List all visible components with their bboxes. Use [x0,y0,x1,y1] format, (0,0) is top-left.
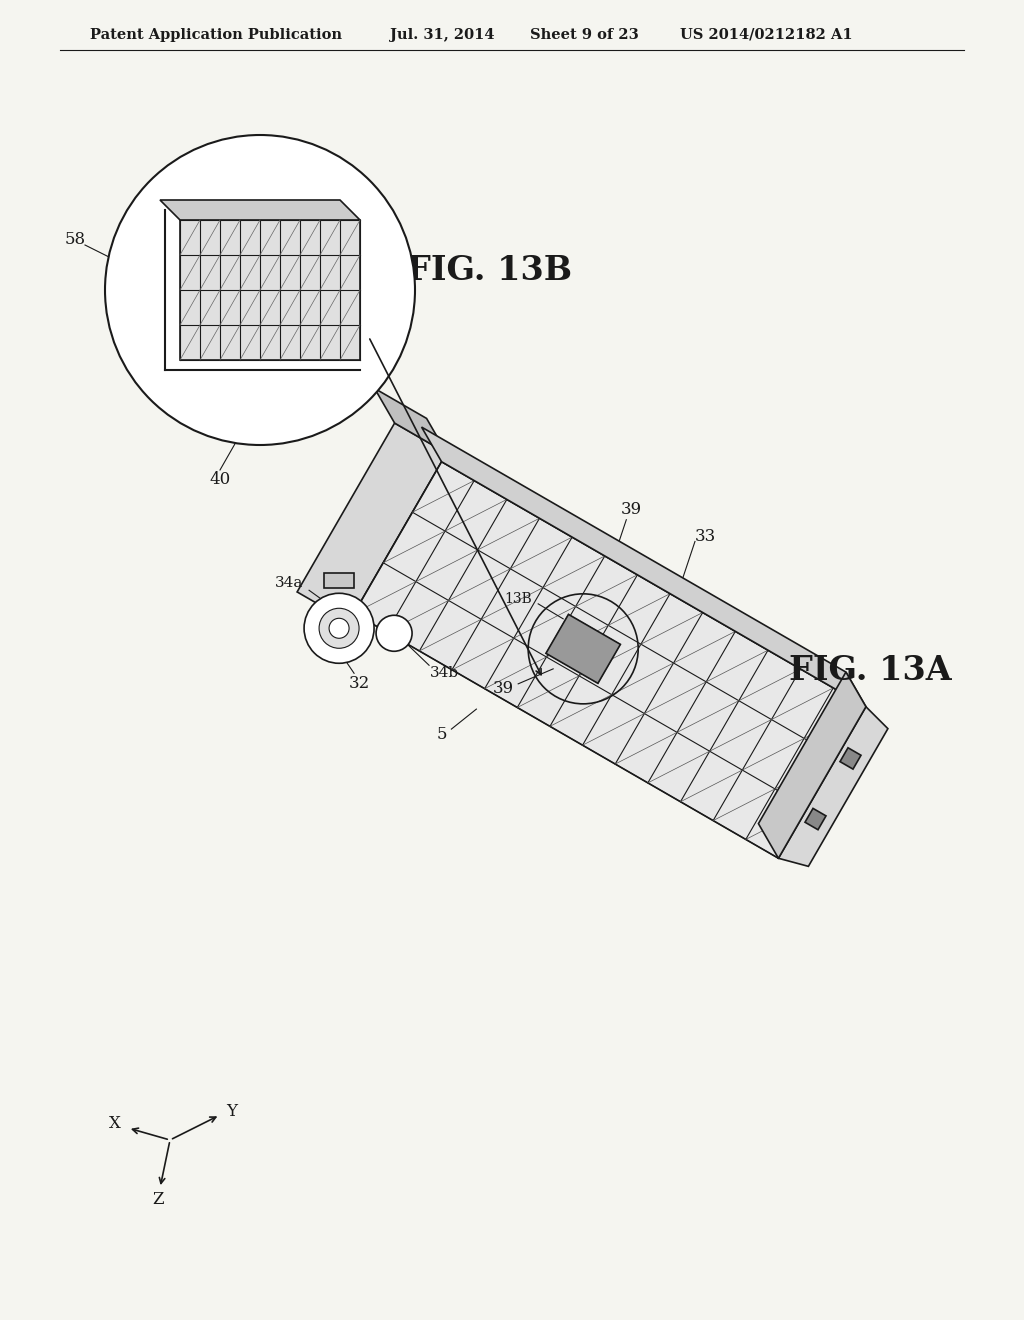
Polygon shape [180,220,360,360]
Polygon shape [840,747,861,770]
Text: 39: 39 [493,680,514,697]
Text: 32: 32 [348,675,370,692]
Polygon shape [160,201,360,220]
Text: Jul. 31, 2014: Jul. 31, 2014 [390,28,495,42]
Polygon shape [422,428,866,706]
Polygon shape [375,388,446,453]
Polygon shape [297,424,446,622]
Circle shape [105,135,415,445]
Circle shape [304,593,374,663]
Circle shape [329,618,349,639]
Text: Z: Z [153,1192,164,1209]
Text: 34b: 34b [429,667,459,680]
Text: 58: 58 [65,231,86,248]
Text: Sheet 9 of 23: Sheet 9 of 23 [530,28,639,42]
Text: FIG. 13A: FIG. 13A [788,653,951,686]
Text: 5: 5 [436,726,446,743]
Text: 40: 40 [209,471,230,488]
Text: 39: 39 [621,502,642,519]
Text: 33: 33 [694,528,716,545]
Polygon shape [354,462,866,858]
Circle shape [376,615,412,651]
Polygon shape [546,614,621,684]
Text: X: X [110,1115,121,1133]
Text: 13B: 13B [504,591,532,606]
Polygon shape [324,573,354,589]
Text: Patent Application Publication: Patent Application Publication [90,28,342,42]
Text: Y: Y [226,1104,238,1121]
Polygon shape [778,706,888,866]
Polygon shape [759,672,866,858]
Text: FIG. 13B: FIG. 13B [408,253,572,286]
Circle shape [319,609,359,648]
Polygon shape [805,808,826,830]
Text: US 2014/0212182 A1: US 2014/0212182 A1 [680,28,853,42]
Text: 34a: 34a [274,577,303,590]
